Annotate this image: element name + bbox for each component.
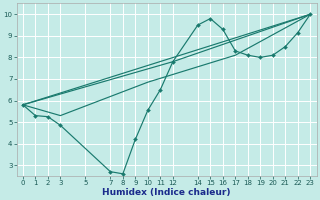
X-axis label: Humidex (Indice chaleur): Humidex (Indice chaleur) [102, 188, 231, 197]
